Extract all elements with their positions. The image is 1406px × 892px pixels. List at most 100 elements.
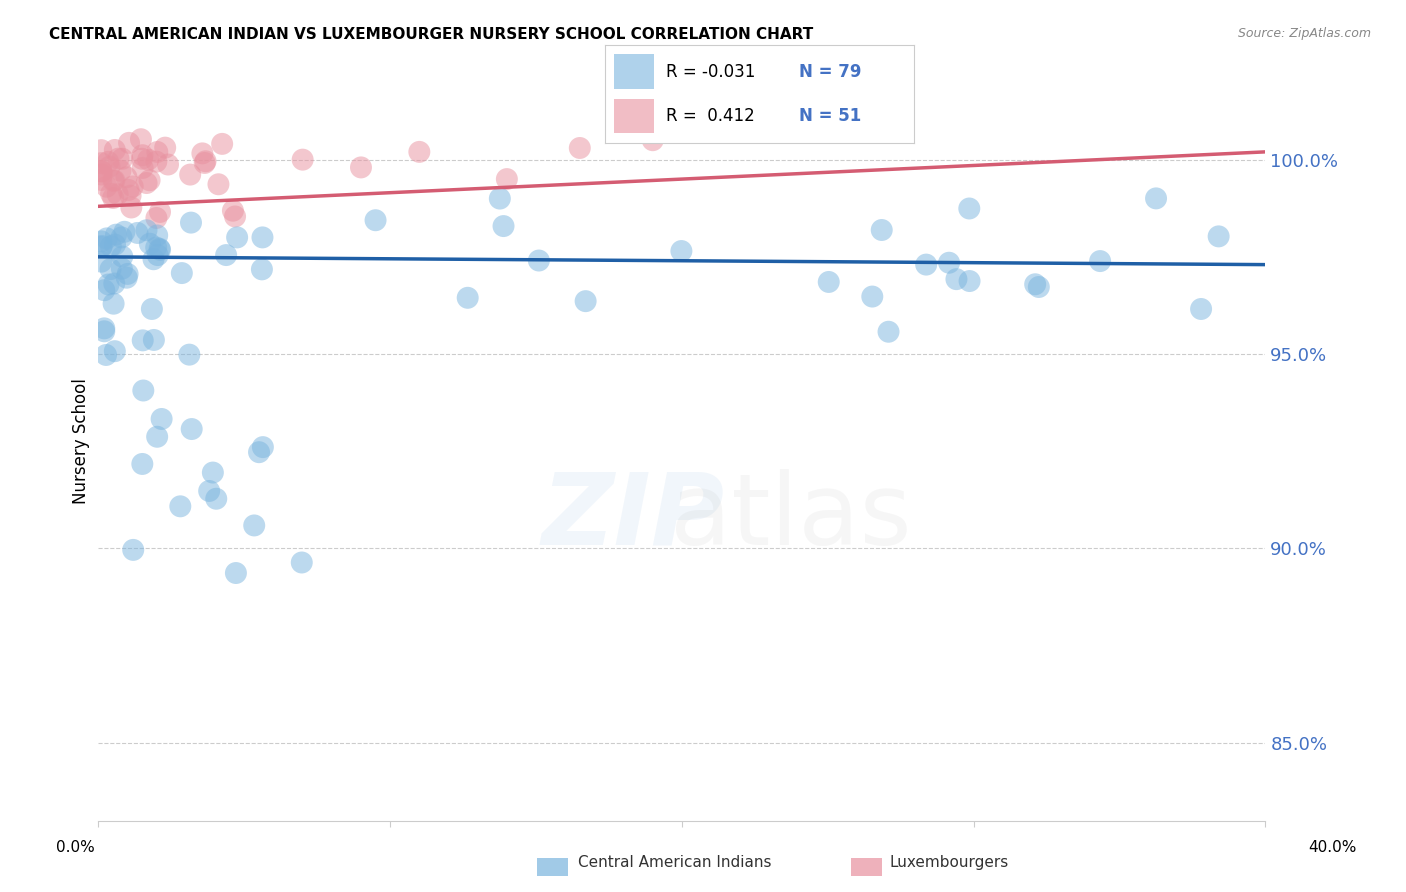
Point bbox=[114, 225, 136, 239]
Text: ZIP: ZIP bbox=[541, 469, 725, 566]
Point bbox=[104, 237, 127, 252]
Text: Source: ZipAtlas.com: Source: ZipAtlas.com bbox=[1237, 27, 1371, 40]
Point bbox=[146, 145, 169, 159]
Point bbox=[146, 228, 169, 243]
Point bbox=[107, 187, 129, 202]
Point bbox=[131, 148, 153, 162]
Point bbox=[104, 344, 127, 359]
Point bbox=[90, 164, 112, 178]
Point bbox=[252, 440, 274, 454]
Point bbox=[488, 192, 510, 206]
Point bbox=[150, 412, 173, 426]
Point bbox=[103, 174, 125, 188]
Point bbox=[1028, 280, 1050, 294]
Point bbox=[146, 430, 169, 444]
Point bbox=[94, 348, 117, 362]
Point bbox=[105, 227, 128, 242]
Point bbox=[90, 164, 112, 178]
Point bbox=[132, 334, 155, 348]
Point bbox=[496, 172, 519, 186]
Point bbox=[142, 333, 165, 347]
Point bbox=[100, 262, 122, 277]
Point bbox=[194, 156, 217, 170]
Point bbox=[138, 173, 160, 187]
Point bbox=[250, 262, 273, 277]
Point bbox=[1208, 229, 1230, 244]
Point bbox=[110, 163, 132, 178]
Point bbox=[575, 294, 598, 309]
Point bbox=[90, 254, 112, 268]
Point bbox=[201, 466, 224, 480]
Point bbox=[117, 183, 139, 197]
Point bbox=[111, 261, 134, 276]
Point bbox=[118, 136, 141, 150]
Point bbox=[90, 240, 112, 254]
Point bbox=[90, 235, 112, 249]
Text: CENTRAL AMERICAN INDIAN VS LUXEMBOURGER NURSERY SCHOOL CORRELATION CHART: CENTRAL AMERICAN INDIAN VS LUXEMBOURGER … bbox=[49, 27, 814, 42]
Point bbox=[169, 500, 191, 514]
Point bbox=[142, 252, 165, 267]
Point bbox=[131, 161, 153, 175]
Point bbox=[93, 283, 115, 297]
Point bbox=[122, 542, 145, 557]
Point bbox=[492, 219, 515, 233]
Point bbox=[103, 173, 125, 187]
Point bbox=[224, 210, 246, 224]
Point bbox=[141, 301, 163, 316]
Point bbox=[148, 242, 170, 256]
Point bbox=[90, 143, 112, 157]
Point bbox=[1024, 277, 1046, 292]
Point bbox=[145, 211, 167, 225]
Point bbox=[135, 223, 157, 237]
Point bbox=[877, 325, 900, 339]
Point bbox=[817, 275, 839, 289]
Point bbox=[959, 274, 981, 288]
Text: R = -0.031: R = -0.031 bbox=[666, 62, 756, 80]
Text: atlas: atlas bbox=[671, 469, 912, 566]
Point bbox=[180, 422, 202, 436]
Text: N = 51: N = 51 bbox=[800, 107, 862, 125]
Bar bbox=[614, 54, 654, 89]
Text: Central American Indians: Central American Indians bbox=[578, 855, 772, 870]
Point bbox=[121, 179, 143, 194]
Point bbox=[157, 157, 180, 171]
Point bbox=[247, 445, 270, 459]
Point bbox=[129, 132, 152, 146]
Bar bbox=[614, 99, 654, 133]
Point bbox=[90, 239, 112, 253]
Point bbox=[149, 243, 172, 257]
Point bbox=[350, 161, 373, 175]
Point bbox=[100, 239, 122, 253]
Text: Luxembourgers: Luxembourgers bbox=[890, 855, 1008, 870]
Point bbox=[127, 226, 149, 240]
Point bbox=[945, 272, 967, 286]
Point bbox=[115, 170, 138, 185]
Point bbox=[120, 188, 142, 202]
Point bbox=[225, 566, 247, 580]
Point bbox=[117, 267, 139, 281]
Point bbox=[527, 253, 550, 268]
Point bbox=[211, 136, 233, 151]
Point bbox=[915, 258, 938, 272]
Point bbox=[1144, 191, 1167, 205]
Point bbox=[205, 491, 228, 506]
Point bbox=[215, 248, 238, 262]
Point bbox=[96, 231, 118, 245]
Point bbox=[93, 321, 115, 335]
Point bbox=[198, 483, 221, 498]
Text: R =  0.412: R = 0.412 bbox=[666, 107, 755, 125]
Point bbox=[131, 152, 153, 166]
Point bbox=[408, 145, 430, 159]
Point bbox=[111, 250, 134, 264]
Point bbox=[139, 236, 162, 251]
Point bbox=[103, 277, 125, 291]
Y-axis label: Nursery School: Nursery School bbox=[72, 378, 90, 505]
Point bbox=[179, 348, 201, 362]
Point bbox=[179, 168, 201, 182]
Point bbox=[136, 153, 159, 167]
Point bbox=[226, 230, 249, 244]
Point bbox=[145, 154, 167, 169]
Point bbox=[291, 153, 314, 167]
Point bbox=[115, 270, 138, 285]
Point bbox=[870, 223, 893, 237]
